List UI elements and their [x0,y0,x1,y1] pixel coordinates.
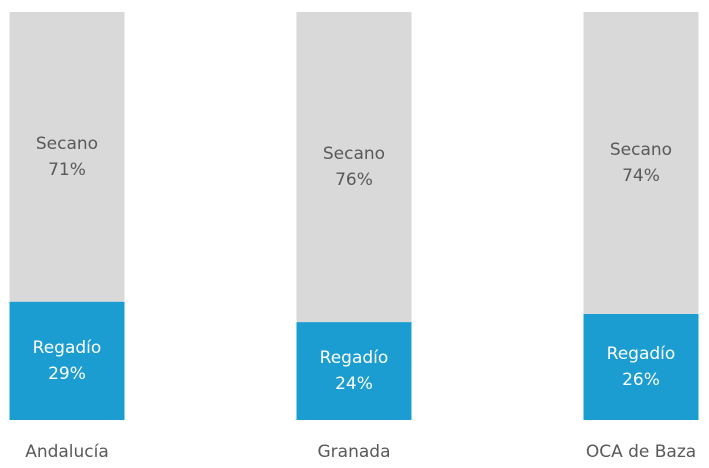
segment-value-label: 29% [48,364,86,384]
bar-segment [9,301,125,420]
segment-series-label: Secano [36,134,98,154]
segment-value-label: 76% [335,170,373,190]
segment-value-label: 71% [48,160,86,180]
segment-series-label: Secano [610,140,672,160]
segment-series-label: Secano [323,144,385,164]
x-tick-label: Granada [318,442,391,462]
x-tick-label: OCA de Baza [586,442,696,462]
bar-segment [296,12,412,323]
bar-segment [583,313,699,420]
segment-value-label: 26% [622,370,660,390]
segment-value-label: 24% [335,374,373,394]
segment-series-label: Regadío [607,344,676,364]
segment-value-label: 74% [622,166,660,186]
segment-series-label: Regadío [33,338,102,358]
bar-segment [583,12,699,314]
segment-series-label: Regadío [320,348,389,368]
x-tick-label: Andalucía [25,442,109,462]
bar-segment [9,12,125,302]
bar-segment [296,322,412,420]
